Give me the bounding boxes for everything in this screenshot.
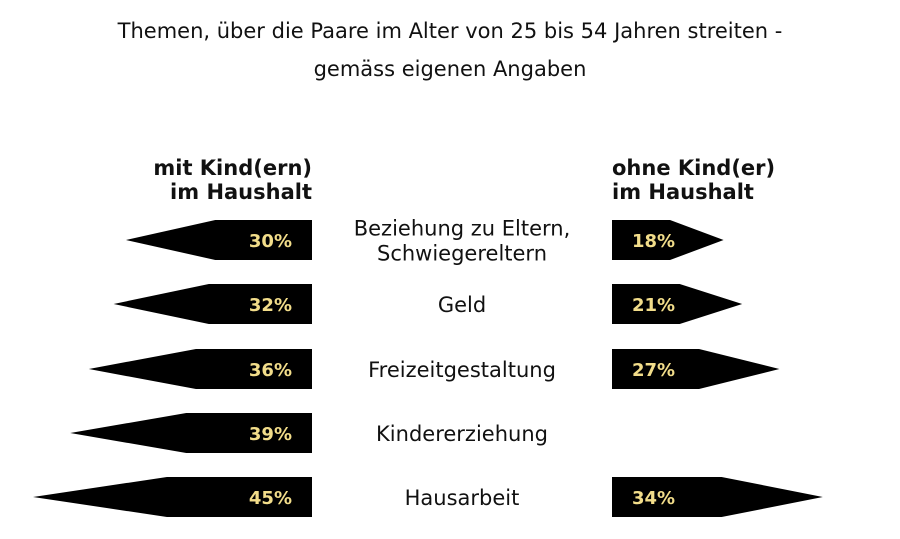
arrow-bar-left <box>88 349 312 389</box>
arrow-bar-right <box>612 477 823 517</box>
category-label: Schwiegereltern <box>377 242 547 266</box>
chart-subtitle: gemäss eigenen Angaben <box>314 57 587 81</box>
value-label-left: 45% <box>249 488 292 509</box>
category-label: Beziehung zu Eltern, <box>354 217 571 241</box>
value-label-right: 21% <box>632 295 675 316</box>
value-label-right: 18% <box>632 231 675 252</box>
chart-title: Themen, über die Paare im Alter von 25 b… <box>117 19 783 43</box>
value-label-left: 36% <box>249 360 292 381</box>
arrow-bar-right <box>612 349 780 389</box>
category-label: Kindererziehung <box>376 422 548 446</box>
category-label: Geld <box>438 293 486 317</box>
legend-right-line2: im Haushalt <box>612 180 754 204</box>
legend-left-line1: mit Kind(ern) <box>153 156 312 180</box>
legend-right-line1: ohne Kind(er) <box>612 156 775 180</box>
value-label-right: 34% <box>632 488 675 509</box>
arrow-bar-right <box>612 220 724 260</box>
arrow-bar-left <box>33 477 312 517</box>
arrow-bar-right <box>612 284 743 324</box>
arrow-bar-left <box>70 413 312 453</box>
arrow-bar-left <box>126 220 312 260</box>
value-label-left: 32% <box>249 295 292 316</box>
value-label-left: 39% <box>249 424 292 445</box>
category-label: Hausarbeit <box>405 486 520 510</box>
category-label: Freizeitgestaltung <box>368 358 556 382</box>
legend-left-line2: im Haushalt <box>170 180 312 204</box>
value-label-left: 30% <box>249 231 292 252</box>
value-label-right: 27% <box>632 360 675 381</box>
arrow-bar-left <box>113 284 312 324</box>
